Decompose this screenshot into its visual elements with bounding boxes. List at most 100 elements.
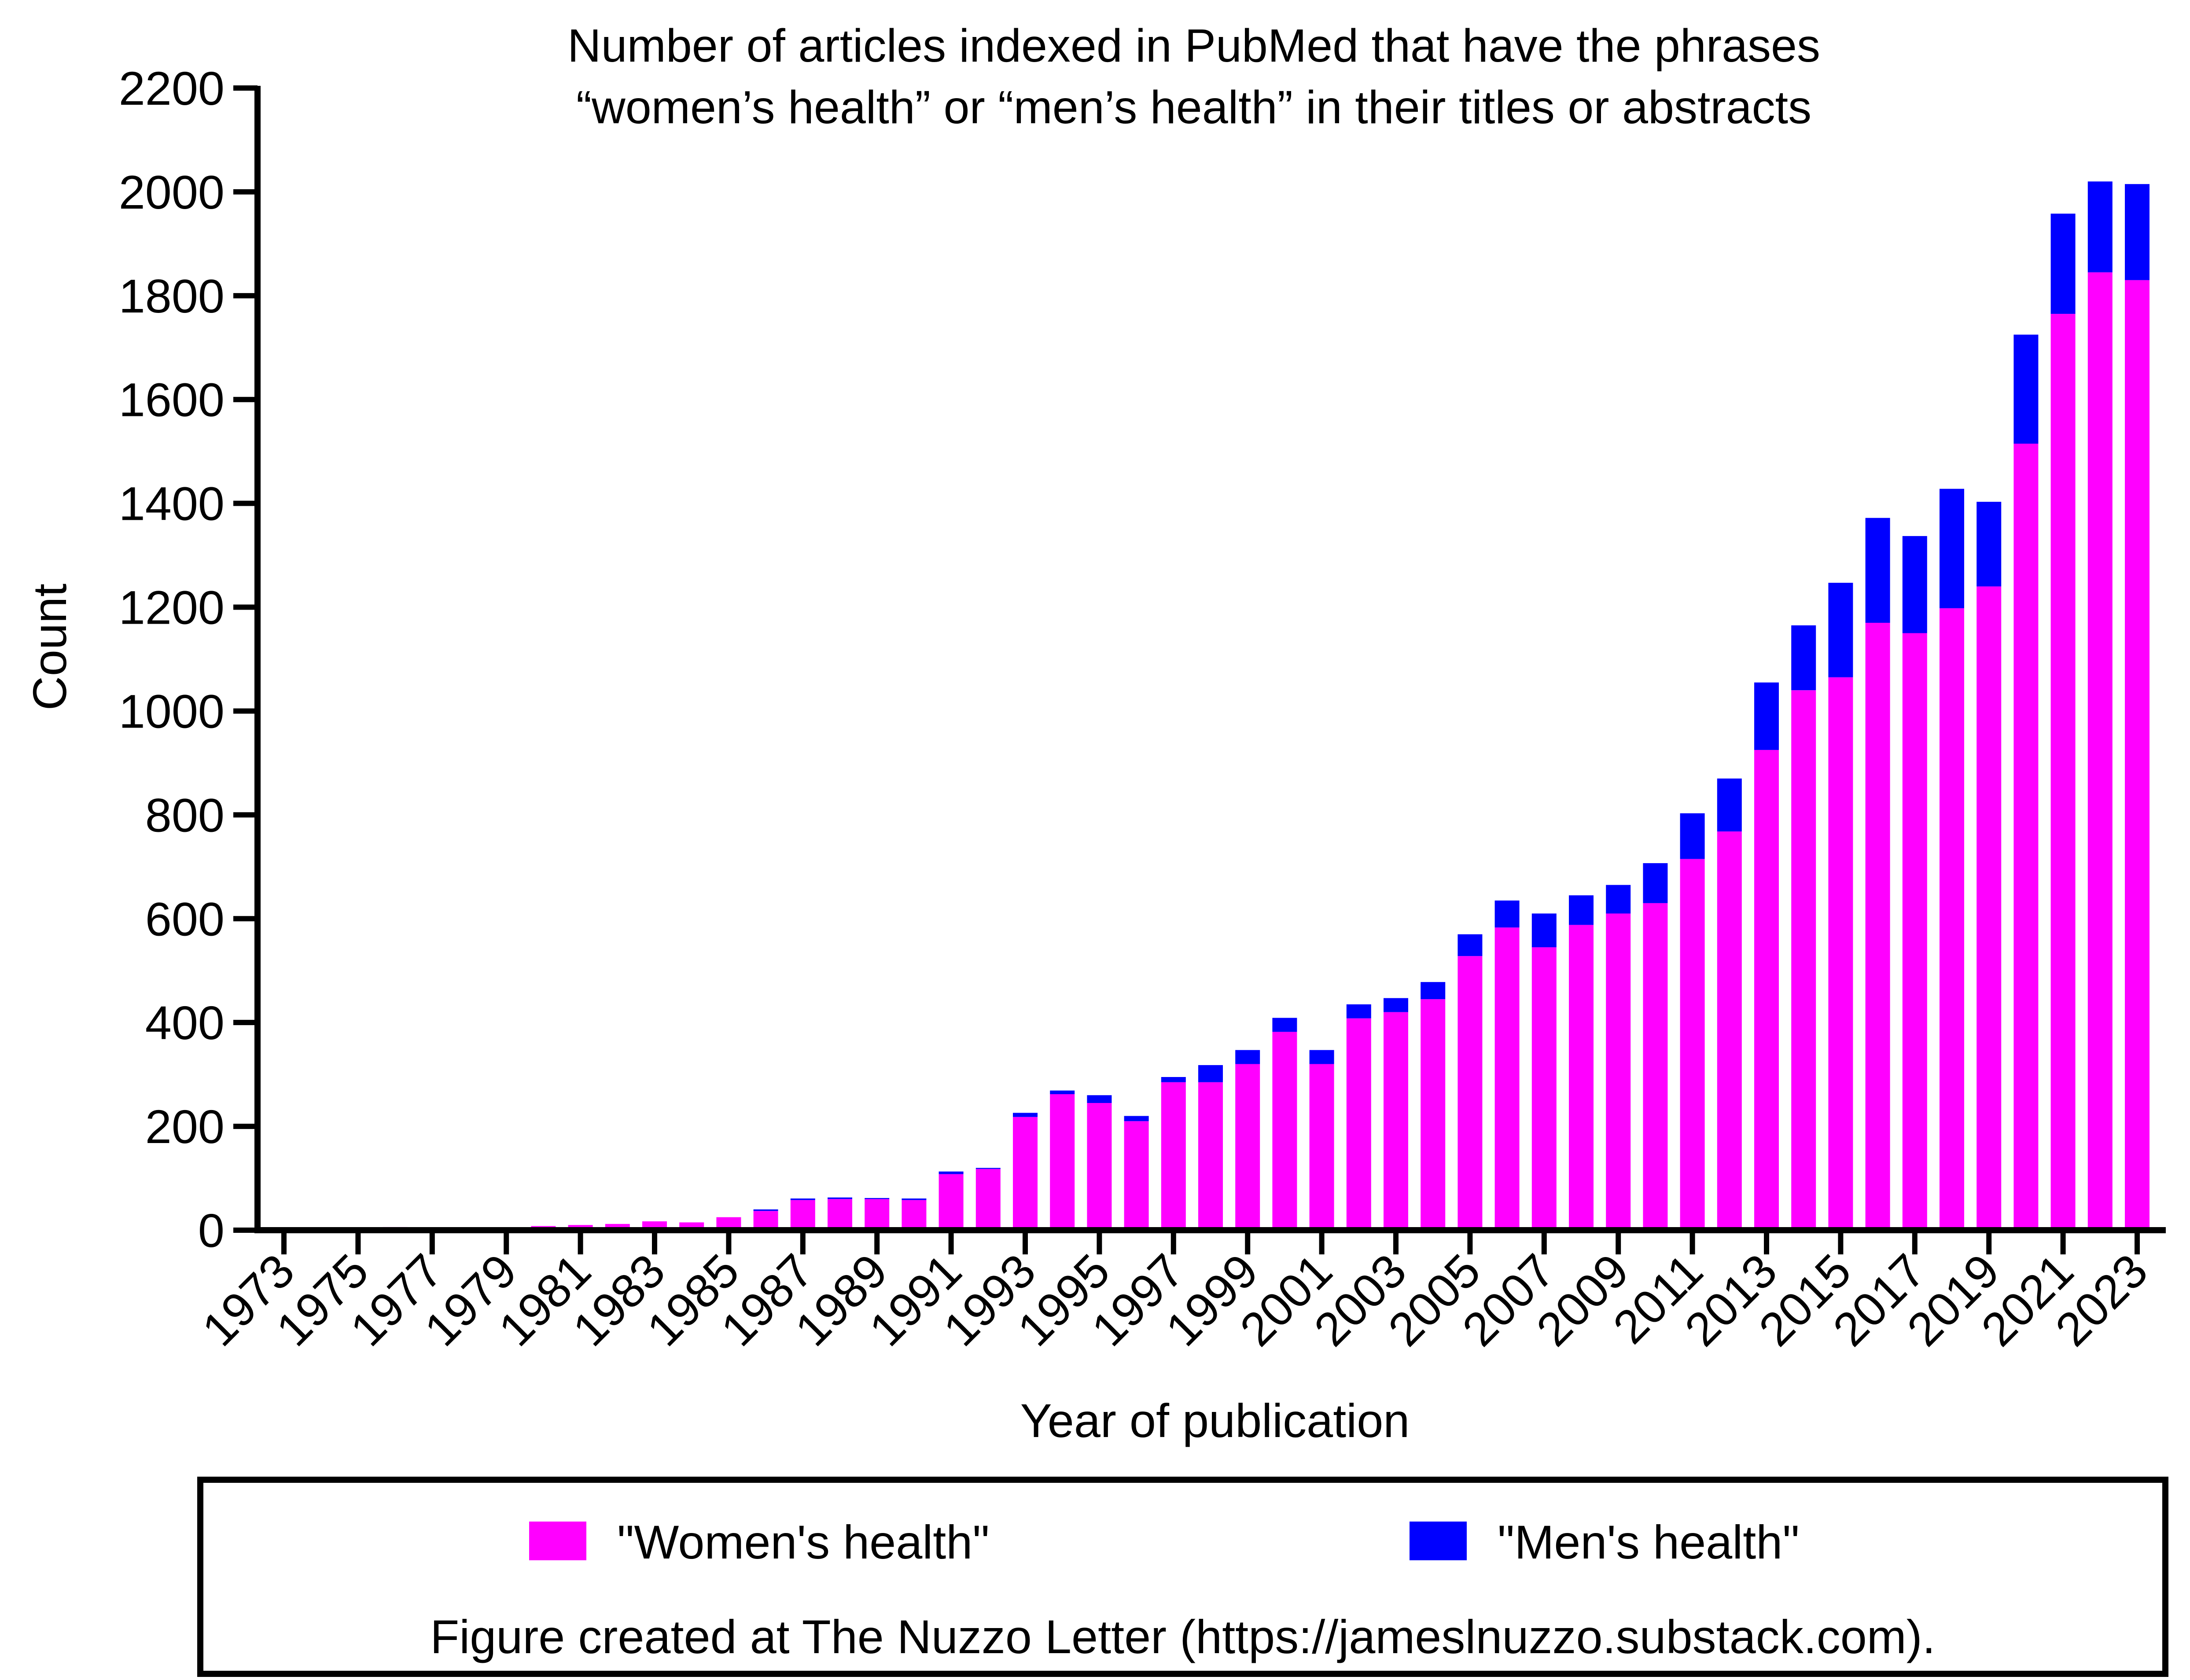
y-tick-label-200: 200 <box>145 1100 225 1153</box>
figure-credit-note: Figure created at The Nuzzo Letter (http… <box>430 1610 1936 1663</box>
bar-men-1999 <box>1235 1050 1260 1064</box>
bar-men-1997 <box>1161 1077 1186 1082</box>
bar-women-2001 <box>1309 1064 1334 1230</box>
bar-men-2002 <box>1346 1004 1371 1018</box>
bar-men-2009 <box>1606 885 1631 914</box>
bar-women-2009 <box>1606 913 1631 1230</box>
bar-women-1993 <box>1013 1117 1038 1230</box>
bar-women-1996 <box>1124 1121 1149 1230</box>
bar-women-1999 <box>1235 1064 1260 1230</box>
bar-women-2011 <box>1680 859 1705 1230</box>
legend-swatch-men <box>1410 1522 1467 1560</box>
bar-men-1998 <box>1198 1065 1223 1082</box>
legend-swatch-women <box>529 1522 586 1560</box>
bar-men-2012 <box>1717 778 1742 832</box>
y-axis: 0 200 400 600 800 1000 1200 1400 1600 1800 2000 220… <box>119 62 261 1257</box>
bar-women-2000 <box>1272 1032 1297 1230</box>
bar-men-2003 <box>1384 998 1408 1012</box>
bar-women-1995 <box>1087 1103 1112 1230</box>
bar-men-2004 <box>1421 982 1446 1000</box>
bar-men-2018 <box>1940 489 1964 608</box>
x-axis: 1973197519771979198119831985198719891991… <box>192 1227 2166 1356</box>
bar-men-1993 <box>1013 1113 1038 1117</box>
bar-men-2001 <box>1309 1050 1334 1064</box>
bar-women-1994 <box>1050 1094 1075 1230</box>
y-axis-label: Count <box>23 584 76 710</box>
bar-women-2023 <box>2125 280 2150 1231</box>
bar-women-2007 <box>1531 947 1557 1230</box>
bar-men-2000 <box>1272 1018 1297 1032</box>
bar-women-1987 <box>790 1200 815 1230</box>
bar-women-2022 <box>2087 272 2113 1231</box>
bar-men-2008 <box>1569 895 1594 925</box>
bar-women-2008 <box>1569 925 1594 1230</box>
y-tick-label-1000: 1000 <box>119 684 225 738</box>
y-tick-label-1800: 1800 <box>119 269 225 323</box>
chart-subtitle: “women’s health” or “men’s health” in th… <box>576 81 1811 133</box>
bar-men-1990 <box>902 1198 927 1200</box>
bar-women-2016 <box>1865 622 1890 1230</box>
y-tick-label-1600: 1600 <box>119 373 225 426</box>
bar-women-2002 <box>1346 1018 1371 1230</box>
bar-women-2021 <box>2050 314 2076 1230</box>
bar-men-2006 <box>1494 901 1520 928</box>
y-tick-label-800: 800 <box>145 788 225 842</box>
bar-women-2015 <box>1828 677 1853 1230</box>
bar-men-1996 <box>1124 1116 1149 1121</box>
bar-men-1987 <box>790 1198 815 1200</box>
bar-men-2022 <box>2087 181 2113 272</box>
bar-women-2006 <box>1494 927 1520 1230</box>
bar-women-2004 <box>1421 999 1446 1230</box>
bar-men-2007 <box>1531 913 1557 948</box>
bars-group <box>272 181 2150 1231</box>
bar-men-2023 <box>2125 184 2150 280</box>
bar-men-2021 <box>2050 213 2076 314</box>
bar-men-1989 <box>865 1198 890 1199</box>
y-tick-label-2200: 2200 <box>119 62 225 115</box>
bar-women-2013 <box>1754 750 1779 1230</box>
bar-men-1995 <box>1087 1095 1112 1103</box>
bar-women-2020 <box>2013 444 2039 1230</box>
bar-women-1991 <box>939 1174 964 1230</box>
y-tick-label-2000: 2000 <box>119 165 225 219</box>
bar-men-1991 <box>939 1171 964 1174</box>
bar-women-2018 <box>1940 608 1964 1230</box>
bar-men-2014 <box>1791 625 1816 691</box>
bar-women-2019 <box>1977 586 2002 1230</box>
bar-men-1994 <box>1050 1090 1075 1094</box>
bar-women-1986 <box>753 1211 778 1230</box>
bar-men-2005 <box>1458 934 1483 956</box>
bar-women-2010 <box>1643 903 1668 1230</box>
bar-men-1988 <box>828 1197 852 1199</box>
bar-women-1990 <box>902 1200 927 1230</box>
bar-men-2016 <box>1865 518 1890 623</box>
bar-men-1986 <box>753 1209 778 1211</box>
bar-women-1988 <box>828 1199 852 1230</box>
bar-men-2019 <box>1977 502 2002 587</box>
chart-title: Number of articles indexed in PubMed tha… <box>567 20 1820 72</box>
legend-label-women: "Women's health" <box>617 1515 990 1569</box>
legend-label-men: "Men's health" <box>1498 1515 1800 1569</box>
x-axis-label: Year of publication <box>1020 1394 1410 1447</box>
chart-svg: Number of articles indexed in PubMed tha… <box>23 20 2166 1447</box>
bar-women-2003 <box>1384 1012 1408 1230</box>
bar-men-2010 <box>1643 863 1668 903</box>
y-tick-label-1200: 1200 <box>119 581 225 634</box>
bar-women-1992 <box>975 1169 1001 1230</box>
y-tick-label-0: 0 <box>198 1204 225 1257</box>
bar-women-2017 <box>1902 633 1927 1230</box>
bar-men-2015 <box>1828 583 1853 677</box>
bar-men-2011 <box>1680 813 1705 859</box>
bar-women-1989 <box>865 1199 890 1230</box>
bar-women-1997 <box>1161 1082 1186 1230</box>
legend: "Women's health" "Men's health" Figure c… <box>197 1477 2168 1677</box>
y-tick-label-600: 600 <box>145 892 225 945</box>
bar-women-1998 <box>1198 1082 1223 1230</box>
y-tick-label-1400: 1400 <box>119 477 225 530</box>
bar-men-2013 <box>1754 682 1779 750</box>
bar-men-1992 <box>975 1168 1001 1169</box>
bar-women-2012 <box>1717 831 1742 1230</box>
bar-women-2005 <box>1458 956 1483 1230</box>
bar-women-2014 <box>1791 690 1816 1230</box>
